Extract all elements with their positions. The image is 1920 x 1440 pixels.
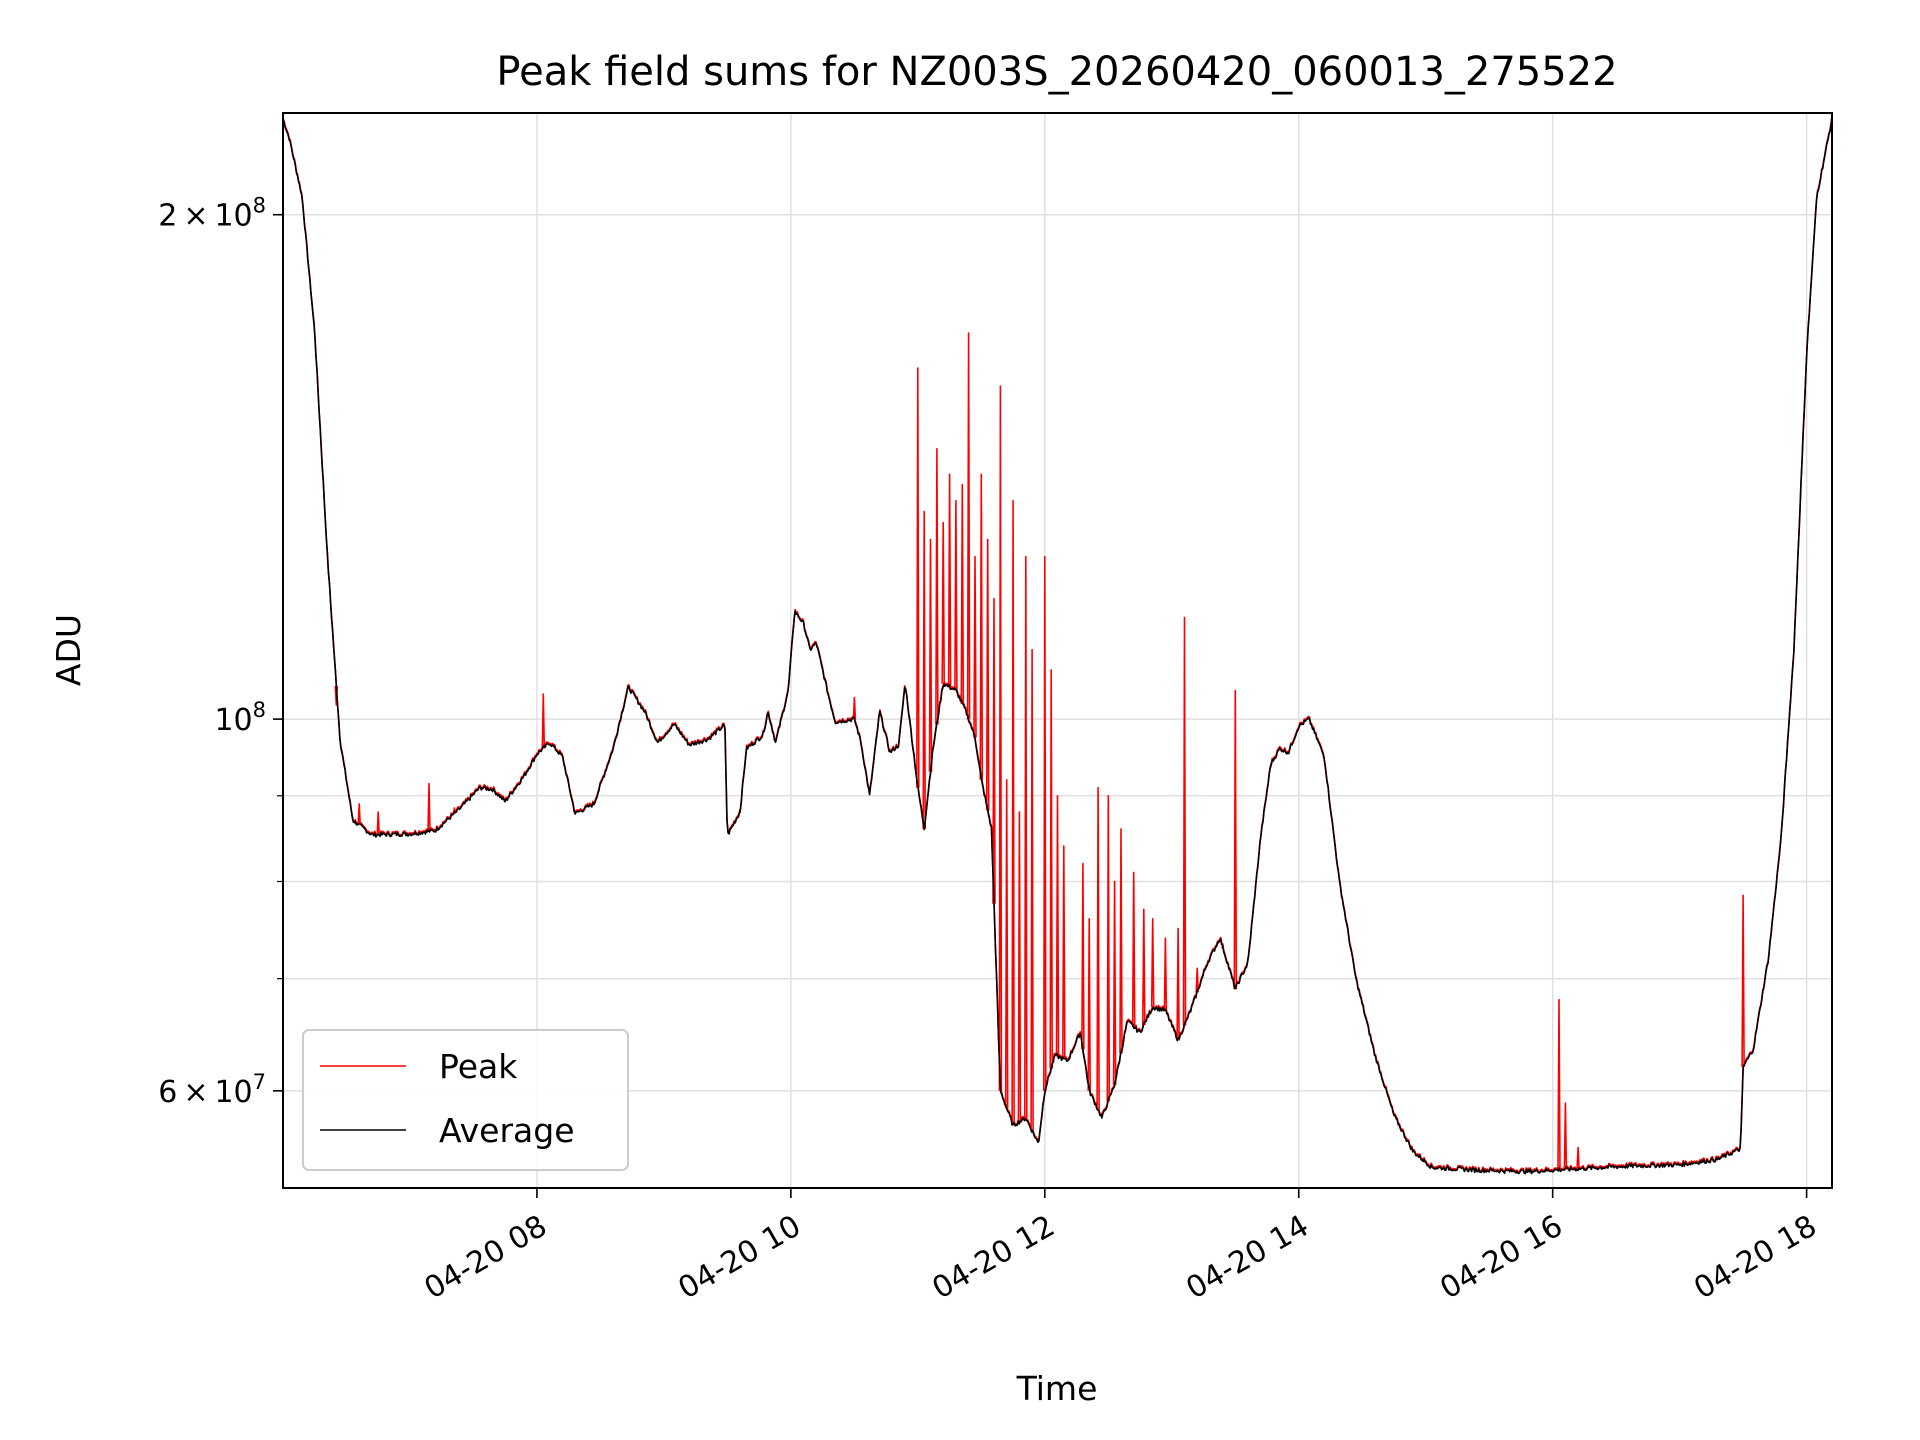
- legend: Peak Average: [302, 1029, 629, 1171]
- chart-title: Peak field sums for NZ003S_20260420_0600…: [496, 49, 1617, 95]
- plot-series: [282, 115, 1833, 1175]
- legend-average-label: Average: [439, 1111, 575, 1150]
- legend-peak-label: Peak: [439, 1047, 518, 1086]
- y-tick-label: 108: [214, 698, 266, 738]
- average-series-line: [282, 117, 1833, 1175]
- y-axis-label: ADU: [49, 614, 88, 686]
- legend-box: [302, 1029, 629, 1171]
- y-tick-label: 2 × 108: [158, 194, 266, 234]
- y-axis: 6 × 107 108 2 × 108: [158, 194, 283, 1110]
- x-axis-label: Time: [1016, 1369, 1098, 1408]
- plot-area-frame: [282, 112, 1833, 1189]
- y-tick-label: 6 × 107: [158, 1070, 266, 1110]
